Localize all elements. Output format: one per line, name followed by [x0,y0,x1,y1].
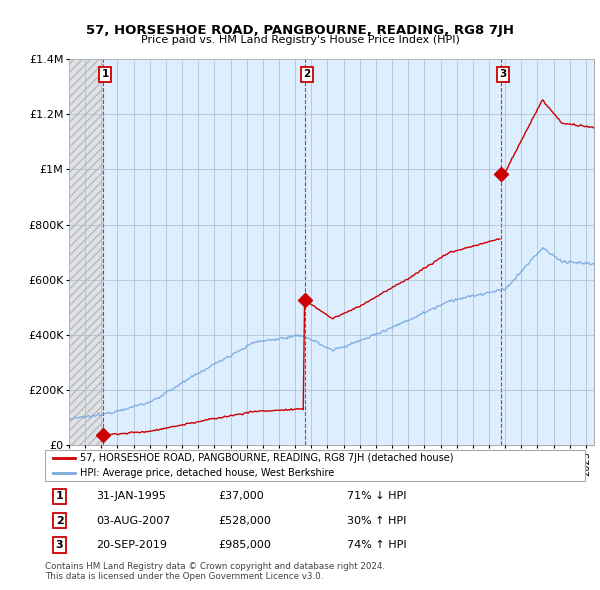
Text: 1: 1 [101,70,109,80]
Text: 3: 3 [500,70,507,80]
Text: 30% ↑ HPI: 30% ↑ HPI [347,516,407,526]
Text: 74% ↑ HPI: 74% ↑ HPI [347,540,407,550]
Text: 2: 2 [56,516,64,526]
Text: HPI: Average price, detached house, West Berkshire: HPI: Average price, detached house, West… [80,468,334,478]
Text: 57, HORSESHOE ROAD, PANGBOURNE, READING, RG8 7JH (detached house): 57, HORSESHOE ROAD, PANGBOURNE, READING,… [80,453,454,463]
Text: Contains HM Land Registry data © Crown copyright and database right 2024.
This d: Contains HM Land Registry data © Crown c… [45,562,385,581]
Text: £37,000: £37,000 [218,491,263,502]
Text: 20-SEP-2019: 20-SEP-2019 [96,540,167,550]
Text: 1: 1 [56,491,64,502]
Text: 2: 2 [304,70,311,80]
FancyBboxPatch shape [45,450,585,481]
Text: £528,000: £528,000 [218,516,271,526]
Text: 31-JAN-1995: 31-JAN-1995 [96,491,166,502]
Text: £985,000: £985,000 [218,540,271,550]
Text: Price paid vs. HM Land Registry's House Price Index (HPI): Price paid vs. HM Land Registry's House … [140,35,460,45]
Text: 71% ↓ HPI: 71% ↓ HPI [347,491,407,502]
Text: 3: 3 [56,540,64,550]
Text: 03-AUG-2007: 03-AUG-2007 [96,516,170,526]
Text: 57, HORSESHOE ROAD, PANGBOURNE, READING, RG8 7JH: 57, HORSESHOE ROAD, PANGBOURNE, READING,… [86,24,514,37]
